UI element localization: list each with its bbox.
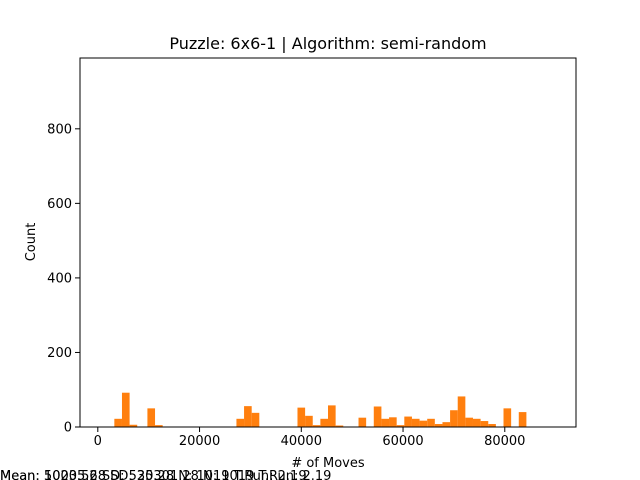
y-tick-label: 200 (47, 346, 72, 361)
histogram-bar (297, 407, 306, 427)
y-axis-ticks: 0 200 400 600 800 (47, 122, 80, 436)
y-tick-label: 800 (47, 122, 72, 137)
histogram-bar (236, 418, 245, 427)
histogram-bar (472, 418, 481, 427)
histogram-bar (381, 418, 390, 427)
histogram-bar (320, 418, 328, 427)
histogram-bar (114, 418, 122, 427)
x-tick-label: 20000 (179, 434, 220, 449)
histogram-bar (244, 406, 252, 427)
histogram-bar (155, 425, 163, 427)
histogram-bar (457, 396, 466, 427)
histogram-bar (419, 420, 428, 427)
stats-line-1: Mean: 50205.68 SD: 25301.28 N: 1019 T.Ru… (0, 469, 331, 480)
histogram-bar (147, 408, 156, 427)
histogram-bar (358, 417, 367, 427)
histogram-bar (465, 417, 473, 427)
histogram-bar (312, 425, 321, 427)
histogram-bar (488, 424, 496, 427)
stats-line-2: Mean: 1003.52 SD: 530.28 N: 1019 T.Run: … (0, 469, 307, 480)
y-tick-label: 600 (47, 197, 72, 212)
y-axis-label: Count (24, 223, 39, 262)
histogram-bar (373, 406, 382, 427)
histogram-bar (404, 416, 412, 427)
histogram-bar (389, 417, 397, 427)
y-tick-label: 400 (47, 271, 72, 286)
histogram-bar (450, 410, 458, 427)
x-tick-label: 80000 (484, 434, 525, 449)
histogram-bar (427, 418, 435, 427)
histogram-bar (328, 405, 336, 427)
bars-group (114, 392, 527, 427)
x-axis-ticks: 0 20000 40000 60000 80000 (94, 427, 525, 449)
histogram-bar (305, 415, 313, 427)
histogram-bar (442, 422, 451, 427)
histogram-bar (251, 412, 260, 427)
histogram-bar (503, 408, 512, 427)
x-tick-label: 0 (94, 434, 102, 449)
histogram-bar (335, 425, 344, 427)
plot-frame (79, 57, 577, 428)
histogram-bar (411, 418, 420, 427)
histogram-bar (434, 424, 443, 427)
histogram-bar (396, 425, 405, 427)
histogram-bar (121, 392, 130, 427)
chart-title: Puzzle: 6x6-1 | Algorithm: semi-random (169, 34, 486, 53)
y-tick-label: 0 (64, 421, 72, 436)
histogram-bar (480, 421, 489, 427)
x-axis-label: # of Moves (291, 456, 365, 471)
histogram-bar (129, 424, 138, 427)
histogram-bar (518, 412, 527, 427)
x-tick-label: 40000 (281, 434, 322, 449)
x-tick-label: 60000 (382, 434, 423, 449)
